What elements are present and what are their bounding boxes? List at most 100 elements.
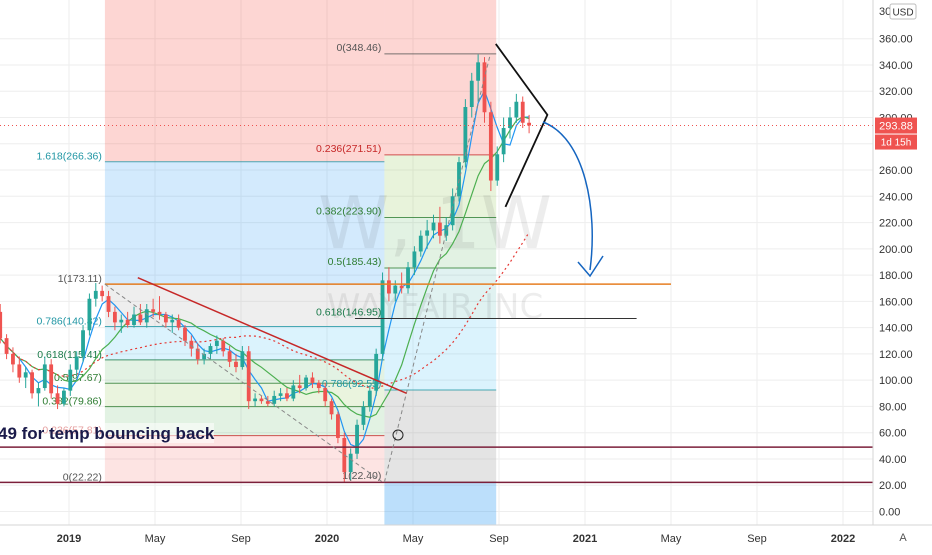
price-tick-label: 220.00	[879, 218, 913, 230]
fib-zone	[384, 0, 497, 54]
annotation: 49 for temp bouncing back	[0, 423, 215, 443]
candle-body	[125, 319, 130, 326]
fib-zone	[104, 435, 385, 483]
price-tick-label: 0.00	[879, 507, 900, 519]
candle-body	[17, 364, 22, 378]
candle-body	[463, 107, 468, 163]
candle-body	[323, 388, 328, 402]
fib-zone	[104, 161, 385, 285]
price-tick-label: 260.00	[879, 165, 913, 177]
candle-body	[336, 414, 340, 438]
price-tick-label: 20.00	[879, 480, 907, 492]
candle-body	[431, 222, 436, 231]
time-tick-label: 2021	[573, 533, 597, 545]
candle-body	[112, 311, 117, 323]
candle-body	[482, 62, 487, 113]
last-price-tag: 293.88 1d 15h	[875, 117, 917, 150]
candle-body	[304, 377, 308, 389]
fib-level-label: 0(348.46)	[336, 42, 381, 54]
candle-body	[49, 364, 54, 394]
annotation-text: 49 for temp bouncing back	[0, 424, 215, 443]
candle-body	[106, 296, 111, 312]
candle-body	[476, 62, 481, 81]
pennant-lines	[495, 43, 549, 208]
fib-zone	[384, 318, 497, 390]
time-tick-label: 2020	[315, 533, 339, 545]
candle-body	[42, 364, 47, 389]
fib-zone	[104, 0, 385, 162]
candle-body	[329, 401, 334, 415]
candle-body	[176, 319, 181, 328]
candle-body	[316, 382, 321, 389]
candle-body	[170, 319, 175, 323]
price-tick-label: 200.00	[879, 244, 913, 256]
price-tick-label: 100.00	[879, 375, 913, 387]
fib-level-label: 0.382(223.90)	[316, 205, 381, 217]
candle-body	[367, 390, 372, 407]
projection-arrow-head	[577, 255, 604, 278]
price-tick-label: 240.00	[879, 191, 913, 203]
candle-body	[55, 393, 60, 404]
fib-zone	[104, 359, 385, 384]
candle-body	[310, 377, 315, 383]
candle-body	[144, 309, 149, 323]
svg-text:A: A	[899, 532, 907, 544]
price-tick-label: 120.00	[879, 349, 913, 361]
price-tick-label: 80.00	[879, 401, 907, 413]
candle-body	[527, 122, 532, 126]
candle-body	[437, 222, 442, 236]
candle-body	[450, 196, 455, 226]
time-tick-label: May	[145, 533, 166, 545]
time-tick-label: May	[661, 533, 682, 545]
candle-body	[265, 401, 270, 404]
candle-body	[488, 112, 493, 181]
candle-body	[425, 230, 430, 236]
price-tick-label: 40.00	[879, 454, 907, 466]
candle-body	[36, 388, 41, 394]
candle-body	[253, 398, 258, 402]
price-tick-label: 60.00	[879, 428, 907, 440]
candle-body	[195, 348, 200, 360]
price-tick-label: 320.00	[879, 86, 913, 98]
candle-body	[406, 267, 410, 289]
candle-body	[520, 101, 525, 123]
candle-body	[30, 372, 34, 394]
currency-badge[interactable]: USD	[889, 3, 917, 20]
candle-body	[62, 390, 66, 404]
ma-long-line	[0, 231, 530, 389]
candle-body	[0, 311, 3, 339]
fib-zone	[384, 482, 497, 525]
fib-level-label: 0.236(271.51)	[316, 143, 381, 155]
candle-body	[74, 356, 79, 370]
time-tick-label: May	[403, 533, 424, 545]
candle-body	[418, 235, 423, 252]
candle-body	[355, 424, 359, 454]
candle-body	[23, 372, 28, 378]
candle-body	[278, 393, 283, 396]
last-price-label: 293.88	[879, 121, 913, 133]
candle-body	[386, 280, 391, 294]
candle-body	[246, 351, 251, 402]
candle-body	[514, 101, 519, 118]
candle-body	[399, 285, 404, 289]
time-axis[interactable]: 2019 May Sep 2020 May Sep 2021 May Sep 2022	[0, 524, 932, 550]
candle-body	[132, 314, 136, 326]
candle-body	[163, 314, 168, 323]
time-tick-label: Sep	[747, 533, 767, 545]
candle-body	[501, 128, 506, 155]
candle-body	[189, 340, 194, 349]
auto-scale-button[interactable]: A	[899, 532, 907, 544]
candle-body	[151, 309, 156, 312]
countdown-label: 1d 15h	[881, 138, 912, 149]
fib-level-label: 1.618(266.36)	[37, 151, 102, 163]
candle-body	[93, 290, 98, 299]
candle-body	[508, 117, 512, 129]
price-axis[interactable]: 0.00 20.00 40.00 60.00 80.00 100.00 120.00 140.…	[872, 0, 932, 525]
candle-body	[138, 314, 143, 323]
time-tick-label: 2019	[57, 533, 81, 545]
fib-level-label: 1(173.11)	[58, 273, 102, 285]
price-tick-label: 30	[879, 6, 891, 18]
candle-body	[361, 406, 366, 425]
candle-body	[11, 353, 15, 365]
